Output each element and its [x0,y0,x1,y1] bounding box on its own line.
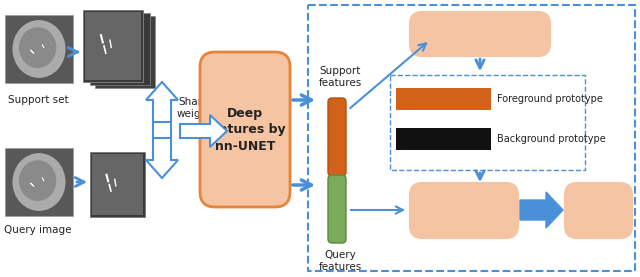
Bar [90,152,145,217]
Bar [5,148,73,216]
Bar [308,5,635,271]
Text: Query
features: Query features [318,250,362,272]
Text: Masked
average pooling: Masked average pooling [426,20,534,48]
Bar [396,128,491,150]
FancyBboxPatch shape [565,183,632,238]
Polygon shape [180,115,227,147]
Polygon shape [146,138,178,178]
Bar [90,152,145,217]
FancyBboxPatch shape [328,175,346,243]
Bar [396,88,491,110]
Text: Support set: Support set [8,95,68,105]
Polygon shape [146,82,178,122]
Bar [85,12,141,80]
Ellipse shape [13,20,65,78]
FancyBboxPatch shape [200,52,290,207]
Bar [153,121,171,139]
FancyBboxPatch shape [328,98,346,176]
FancyBboxPatch shape [410,12,550,56]
Text: Background prototype: Background prototype [497,134,605,144]
Bar [95,16,155,88]
Ellipse shape [13,153,65,211]
Text: Mask: Mask [580,204,616,217]
Bar [83,10,143,82]
FancyBboxPatch shape [410,183,518,238]
Bar [92,154,143,215]
Bar [5,15,73,83]
Text: Foreground prototype: Foreground prototype [497,94,603,104]
Bar [390,75,585,170]
Text: Support
features: Support features [318,66,362,88]
Text: Query image: Query image [4,225,72,235]
Bar [90,13,150,85]
Text: Cosine
distance: Cosine distance [436,196,492,224]
Ellipse shape [19,27,56,68]
Text: Shared
weights: Shared weights [177,97,218,119]
Text: Deep
features by
nn-UNET: Deep features by nn-UNET [205,106,285,153]
Ellipse shape [19,160,56,201]
Bar [83,10,143,82]
Bar [153,122,171,138]
Polygon shape [520,192,563,228]
